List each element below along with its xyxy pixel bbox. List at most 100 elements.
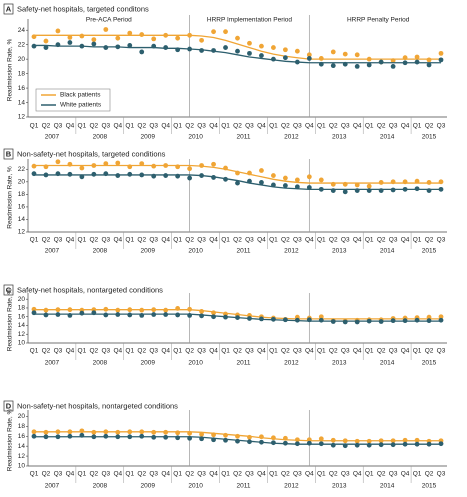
x-tick-label: Q3 xyxy=(197,237,206,244)
data-point xyxy=(67,433,73,439)
data-point xyxy=(31,34,37,40)
data-point xyxy=(438,57,444,63)
data-point xyxy=(151,312,157,317)
y-tick-label: 14 xyxy=(18,216,26,223)
data-point xyxy=(438,317,444,323)
y-axis-label: Readmission Rate, % xyxy=(7,166,14,229)
x-tick-label: Q3 xyxy=(101,348,110,355)
x-tick-label: Q1 xyxy=(125,123,134,130)
year-label: 2015 xyxy=(422,483,437,490)
data-point xyxy=(223,314,228,320)
data-point xyxy=(127,429,133,435)
x-tick-label: Q2 xyxy=(425,123,434,130)
x-tick-label: Q2 xyxy=(90,471,99,478)
data-point xyxy=(306,317,312,323)
x-tick-label: Q3 xyxy=(54,237,63,244)
data-point xyxy=(402,186,408,192)
data-point xyxy=(342,438,348,444)
x-tick-label: Q3 xyxy=(101,237,110,244)
y-axis-label: Readmission Rate, % xyxy=(7,39,14,102)
x-tick-label: Q1 xyxy=(413,123,422,130)
data-point xyxy=(271,173,276,178)
data-point xyxy=(163,32,169,38)
x-tick-label: Q1 xyxy=(413,348,422,355)
x-tick-label: Q3 xyxy=(437,237,446,244)
x-tick-label: Q4 xyxy=(257,471,266,478)
data-point xyxy=(235,35,240,41)
x-tick-label: Q1 xyxy=(173,348,182,355)
data-point xyxy=(282,183,288,188)
panel-label: A xyxy=(6,4,12,13)
data-point xyxy=(390,318,396,324)
data-point xyxy=(163,434,169,440)
x-tick-label: Q1 xyxy=(173,123,182,130)
y-tick-label: 10 xyxy=(18,340,26,347)
y-tick-label: 18 xyxy=(18,70,26,77)
x-tick-label: Q2 xyxy=(233,123,242,130)
data-point xyxy=(67,313,73,318)
x-tick-label: Q1 xyxy=(78,348,87,355)
x-tick-label: Q1 xyxy=(221,123,230,130)
x-tick-label: Q1 xyxy=(78,471,87,478)
data-point xyxy=(115,434,121,440)
data-point xyxy=(378,180,384,185)
data-point xyxy=(103,161,109,167)
data-point xyxy=(43,45,49,50)
data-point xyxy=(151,307,157,313)
data-point xyxy=(259,168,264,173)
data-point xyxy=(151,434,157,440)
x-tick-label: Q3 xyxy=(293,237,302,244)
x-tick-label: Q2 xyxy=(281,348,290,355)
x-tick-label: Q2 xyxy=(137,123,146,130)
data-point xyxy=(414,178,420,184)
data-point xyxy=(354,438,360,444)
data-point xyxy=(306,185,312,190)
data-point xyxy=(390,179,396,185)
data-point xyxy=(247,434,252,440)
x-tick-label: Q4 xyxy=(353,471,362,478)
data-point xyxy=(414,54,420,60)
data-point xyxy=(223,432,228,438)
x-tick-label: Q2 xyxy=(233,471,242,478)
data-point xyxy=(318,56,324,61)
data-point xyxy=(103,433,109,439)
x-tick-label: Q3 xyxy=(54,123,63,130)
data-point xyxy=(115,160,121,166)
data-point xyxy=(342,189,348,195)
data-point xyxy=(235,438,240,444)
data-point xyxy=(390,442,396,448)
data-point xyxy=(211,310,216,316)
data-point xyxy=(414,441,420,447)
data-point xyxy=(91,41,97,47)
x-tick-label: Q4 xyxy=(66,348,75,355)
data-point xyxy=(79,428,85,434)
x-tick-label: Q4 xyxy=(401,348,410,355)
data-point xyxy=(103,171,109,177)
data-point xyxy=(318,61,324,67)
data-point xyxy=(426,441,432,447)
period-label: Pre-ACA Period xyxy=(86,17,132,24)
data-point xyxy=(55,42,61,48)
year-label: 2007 xyxy=(45,360,60,367)
data-point xyxy=(139,172,145,178)
x-tick-label: Q2 xyxy=(185,348,194,355)
year-label: 2009 xyxy=(140,248,155,255)
x-tick-label: Q4 xyxy=(305,123,314,130)
x-tick-label: Q1 xyxy=(30,348,39,355)
x-tick-label: Q2 xyxy=(42,348,51,355)
x-tick-label: Q2 xyxy=(90,123,99,130)
data-point xyxy=(390,58,396,63)
data-point xyxy=(223,29,228,35)
data-point xyxy=(378,188,384,194)
x-tick-label: Q1 xyxy=(78,123,87,130)
year-label: 2014 xyxy=(380,134,395,141)
year-label: 2010 xyxy=(188,134,203,141)
data-point xyxy=(438,441,444,447)
y-tick-label: 16 xyxy=(18,433,26,440)
data-point xyxy=(79,165,85,171)
x-tick-label: Q4 xyxy=(113,123,122,130)
data-point xyxy=(271,182,276,188)
data-point xyxy=(247,40,252,46)
year-label: 2011 xyxy=(236,248,250,255)
